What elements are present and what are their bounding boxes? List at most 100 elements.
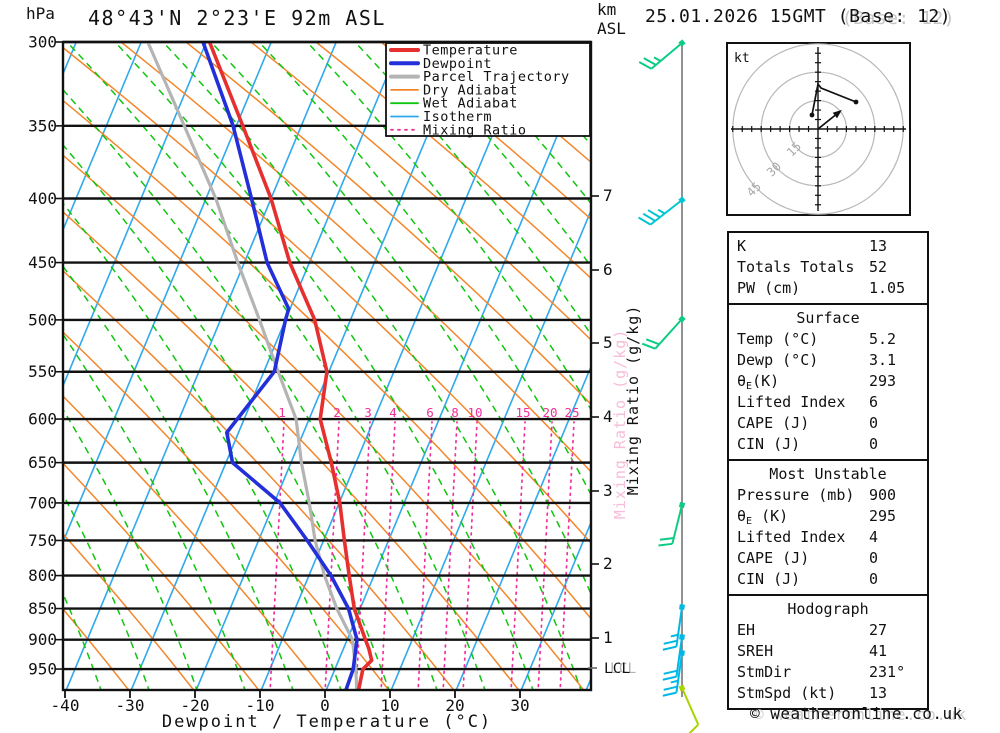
- base-run-text: (Base: 12): [837, 6, 952, 27]
- row-label: CAPE (J): [737, 414, 810, 432]
- svg-text:1: 1: [603, 628, 613, 647]
- wind-barb: [638, 196, 686, 226]
- row-value: 0: [869, 414, 879, 432]
- svg-text:2: 2: [603, 554, 613, 573]
- svg-text:Dry Adiabat: Dry Adiabat: [423, 82, 518, 98]
- table-row: PW (cm) 1.05: [737, 278, 927, 299]
- svg-text:6: 6: [603, 260, 613, 279]
- svg-text:Mixing Ratio: Mixing Ratio: [423, 122, 527, 138]
- table-row: EH 27: [737, 620, 927, 641]
- row-value: 231°: [869, 663, 906, 681]
- svg-text:Isotherm: Isotherm: [423, 109, 492, 125]
- row-label: StmDir: [737, 663, 792, 681]
- row-value: 0: [869, 570, 879, 588]
- wind-barb: [638, 39, 686, 70]
- svg-text:10: 10: [467, 405, 482, 420]
- svg-text:1: 1: [278, 405, 286, 420]
- altitude-axis-unit: km ASL: [597, 0, 626, 38]
- svg-text:750: 750: [28, 531, 57, 550]
- svg-text:650: 650: [28, 453, 57, 472]
- row-label: Dewp (°C): [737, 351, 819, 369]
- svg-text:4: 4: [389, 405, 397, 420]
- grid-isotherms: [63, 42, 591, 690]
- svg-text:10: 10: [380, 696, 399, 715]
- svg-text:Dewpoint: Dewpoint: [423, 56, 492, 72]
- pressure-axis-unit: hPa: [26, 4, 55, 23]
- mixing-ratio-axis-label: Mixing Ratio (g/kg): [624, 304, 642, 496]
- altitude-unit-asl: ASL: [597, 19, 626, 38]
- station-title: 48°43'N 2°23'E 92m ASL: [88, 6, 386, 30]
- table-row: StmDir 231°: [737, 662, 927, 683]
- svg-text:300: 300: [28, 33, 57, 52]
- table-row: CIN (J) 0: [737, 434, 927, 455]
- svg-text:950: 950: [28, 660, 57, 679]
- svg-text:30: 30: [510, 696, 529, 715]
- row-label: StmSpd (kt): [737, 684, 837, 702]
- svg-text:700: 700: [28, 493, 57, 512]
- table-row: StmSpd (kt) 13: [737, 683, 927, 704]
- row-label: Lifted Index: [737, 528, 846, 546]
- row-value: 900: [869, 486, 897, 504]
- svg-text:15: 15: [515, 405, 530, 420]
- svg-text:3: 3: [364, 405, 372, 420]
- row-label: CIN (J): [737, 570, 801, 588]
- svg-text:3: 3: [603, 481, 613, 500]
- datetime-title: 25.01.2026 15GMT (Base: 12): [645, 6, 951, 27]
- table-row: Lifted Index 4: [737, 527, 927, 548]
- indices-section-surface: Surface Temp (°C) 5.2 Dewp (°C) 3.1 θE(K) 293 L…: [727, 303, 929, 461]
- row-label: θE (K): [737, 507, 789, 527]
- svg-text:7: 7: [603, 186, 613, 205]
- svg-text:Dewpoint / Temperature (°C): Dewpoint / Temperature (°C): [162, 712, 492, 732]
- datetime-text: 25.01.2026 15GMT: [645, 6, 838, 27]
- svg-text:550: 550: [28, 362, 57, 381]
- table-row: CIN (J) 0: [737, 569, 927, 590]
- row-label: K: [737, 237, 747, 255]
- temperature-curve: [207, 42, 374, 690]
- svg-text:kt: kt: [734, 51, 750, 66]
- svg-text:5: 5: [603, 333, 613, 352]
- row-label: SREH: [737, 642, 774, 660]
- row-label: θE(K): [737, 372, 780, 392]
- svg-text:6: 6: [426, 405, 434, 420]
- row-value: 295: [869, 507, 897, 525]
- row-label: CIN (J): [737, 435, 801, 453]
- svg-text:850: 850: [28, 599, 57, 618]
- dewpoint-curve: [201, 42, 359, 690]
- wind-barb: [662, 604, 685, 651]
- row-value: 13: [869, 684, 888, 702]
- altitude-unit-km: km: [597, 0, 617, 19]
- row-value: 0: [869, 549, 879, 567]
- indices-section-hodograph: Hodograph EH 27 SREH 41 StmDir 231° StmSpd (kt)…: [727, 594, 929, 710]
- section-title: Surface: [796, 309, 860, 327]
- row-label: CAPE (J): [737, 549, 810, 567]
- row-value: 4: [869, 528, 879, 546]
- temp-axis: -40 -30 -20 -10 0 10 20 30 Dewpoint / Temperatur…: [51, 690, 530, 732]
- table-row: Pressure (mb) 900: [737, 485, 927, 506]
- svg-text:20: 20: [445, 696, 464, 715]
- row-label: Pressure (mb): [737, 486, 855, 504]
- table-row: Temp (°C) 5.2: [737, 329, 927, 350]
- wind-barb: [678, 684, 700, 733]
- plot-border: [61, 40, 593, 692]
- row-value: 6: [869, 393, 879, 411]
- table-row: SREH 41: [737, 641, 927, 662]
- table-row: CAPE (J) 0: [737, 548, 927, 569]
- svg-text:-20: -20: [181, 696, 210, 715]
- svg-text:LCL: LCL: [610, 661, 636, 677]
- svg-text:400: 400: [28, 189, 57, 208]
- svg-text:2: 2: [333, 405, 341, 420]
- table-row: CAPE (J) 0: [737, 413, 927, 434]
- row-label: PW (cm): [737, 279, 801, 297]
- wind-barb: [662, 634, 685, 681]
- svg-text:800: 800: [28, 566, 57, 585]
- wind-barb: [658, 501, 686, 547]
- svg-text:25: 25: [564, 405, 579, 420]
- table-row: K 13: [737, 236, 927, 257]
- table-row: θE (K) 295: [737, 506, 927, 527]
- row-value: 52: [869, 258, 888, 276]
- row-value: 27: [869, 621, 888, 639]
- section-title: Most Unstable: [769, 465, 887, 483]
